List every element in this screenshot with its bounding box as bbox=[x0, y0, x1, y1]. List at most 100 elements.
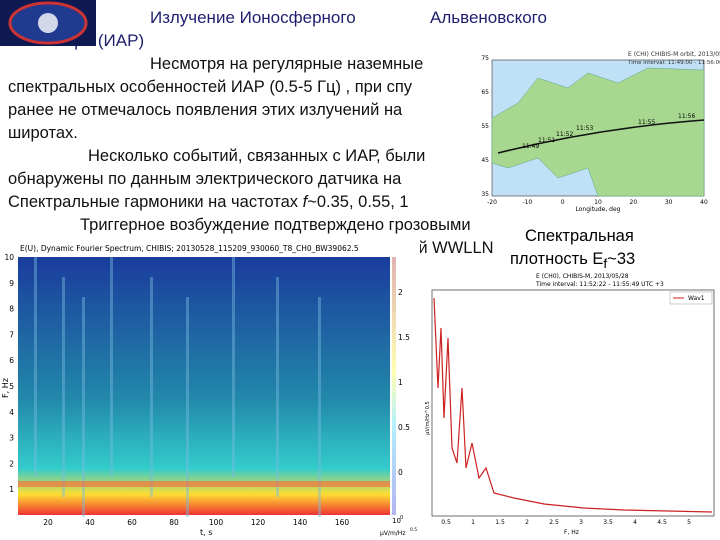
body-line: ний WWLLN bbox=[400, 239, 494, 257]
text: ~33 bbox=[607, 250, 636, 268]
x-tick-label: 5 bbox=[687, 519, 691, 526]
title: Альвеновского bbox=[430, 8, 547, 27]
x-tick-label: 80 bbox=[169, 518, 179, 527]
streak bbox=[232, 257, 235, 477]
y-tick-label: 4 bbox=[9, 408, 14, 417]
colorbar-tick-label: 0.5 bbox=[398, 423, 410, 432]
streak bbox=[62, 277, 65, 497]
x-axis-label: F, Hz bbox=[564, 529, 579, 536]
time-label: 11:51 bbox=[538, 137, 555, 144]
logo bbox=[0, 0, 96, 46]
body-line: Несколько событий, связанных с ИАР, были bbox=[88, 147, 426, 165]
x-tick-label: 20 bbox=[630, 199, 638, 206]
body-line: Спектральные гармоники на частотах f~0.3… bbox=[8, 193, 409, 212]
map-interval: Time interval: 11:49:00 - 11:56:00 UTC +… bbox=[627, 60, 720, 66]
x-tick-label: 1.5 bbox=[495, 519, 505, 526]
band bbox=[18, 481, 390, 487]
map-title: E (CHI) CHIBIS-M orbit, 2013/05/28 bbox=[628, 51, 720, 58]
colorbar-tick-label: 1 bbox=[398, 378, 403, 387]
x-tick-label: 20 bbox=[43, 518, 53, 527]
x-tick-label: 1 bbox=[471, 519, 475, 526]
streak bbox=[34, 257, 37, 477]
time-label: 11:52 bbox=[556, 131, 573, 138]
figure-title: E (CH0), CHIBIS-M, 2013/05/28 bbox=[536, 273, 629, 280]
streak bbox=[150, 277, 153, 497]
body-line: широтах. bbox=[8, 124, 78, 142]
y-tick-label: 35 bbox=[481, 191, 489, 198]
y-tick-label: 7 bbox=[9, 330, 14, 339]
x-tick-label: 100 bbox=[209, 518, 224, 527]
y-tick-label: 3 bbox=[9, 434, 14, 443]
title: Излучение Ионосферного bbox=[150, 8, 356, 27]
colorbar-unit: 10 bbox=[392, 517, 401, 525]
streak bbox=[186, 297, 189, 517]
body-line: Триггерное возбуждение подтверждено гроз… bbox=[80, 216, 471, 234]
colorbar-unit: 0 bbox=[400, 515, 403, 521]
x-tick-label: 0 bbox=[561, 199, 565, 206]
y-tick-label: 6 bbox=[9, 356, 14, 365]
streak bbox=[110, 257, 113, 477]
x-tick-label: 40 bbox=[700, 199, 708, 206]
x-tick-label: -10 bbox=[522, 199, 532, 206]
x-tick-label: 3.5 bbox=[603, 519, 613, 526]
body-line: спектральных особенностей ИАР (0.5-5 Гц)… bbox=[8, 78, 413, 96]
y-axis-label: μV/m/Hz^0.5 bbox=[425, 401, 431, 434]
x-tick-label: 30 bbox=[665, 199, 673, 206]
x-tick-label: 40 bbox=[85, 518, 95, 527]
y-tick-label: 5 bbox=[9, 382, 14, 391]
body-line: ранее не отмечалось появления этих излуч… bbox=[8, 101, 403, 119]
colorbar-tick-label: 1.5 bbox=[398, 333, 410, 342]
y-tick-label: 55 bbox=[481, 123, 489, 130]
y-axis-label: F, Hz bbox=[1, 378, 10, 398]
y-tick-label: 8 bbox=[9, 305, 14, 314]
colorbar-unit: μV/m/Hz bbox=[380, 530, 405, 537]
spectrogram-figure: E(U), Dynamic Fourier Spectrum, CHIBIS; … bbox=[0, 243, 420, 540]
y-tick-label: 75 bbox=[481, 55, 489, 62]
x-tick-label: 4.5 bbox=[657, 519, 667, 526]
x-tick-label: 4 bbox=[633, 519, 637, 526]
x-axis-label: t, s bbox=[200, 528, 212, 537]
y-tick-label: 65 bbox=[481, 89, 489, 96]
text: f bbox=[302, 193, 308, 211]
label: Спектральная bbox=[525, 227, 634, 245]
y-tick-label: 9 bbox=[9, 279, 14, 288]
x-axis-label: Longitude, deg bbox=[576, 206, 621, 213]
y-tick-label: 1 bbox=[9, 485, 14, 494]
colorbar-tick-label: 2 bbox=[398, 288, 403, 297]
x-tick-label: 2 bbox=[525, 519, 529, 526]
streak bbox=[276, 277, 279, 497]
time-label: 11:53 bbox=[576, 125, 593, 132]
x-tick-label: 60 bbox=[127, 518, 137, 527]
figure-interval: Time interval: 11:52:22 - 11:55:49 UTC +… bbox=[535, 281, 664, 288]
text: ~0.35, 0.55, 1 bbox=[307, 193, 409, 211]
x-tick-label: 3 bbox=[579, 519, 583, 526]
x-tick-label: 0.5 bbox=[441, 519, 451, 526]
map-figure: E (CHI) CHIBIS-M orbit, 2013/05/28 Time i… bbox=[478, 48, 720, 214]
time-label: 11:55 bbox=[638, 119, 655, 126]
colorbar-tick-label: 0 bbox=[398, 468, 403, 477]
x-tick-label: 140 bbox=[293, 518, 308, 527]
text: Спектральные гармоники на частотах bbox=[8, 193, 303, 211]
x-tick-label: 10 bbox=[594, 199, 602, 206]
text: плотность E bbox=[510, 250, 604, 268]
x-tick-label: -20 bbox=[487, 199, 497, 206]
time-label: 11:56 bbox=[678, 113, 695, 120]
body-line: обнаружены по данным электрического датч… bbox=[8, 170, 402, 188]
y-tick-label: 10 bbox=[4, 253, 14, 262]
x-tick-label: 160 bbox=[335, 518, 350, 527]
body-line: Несмотря на регулярные наземные bbox=[150, 55, 424, 73]
spectrum-line bbox=[433, 297, 713, 513]
y-tick-label: 2 bbox=[9, 459, 14, 468]
label: плотность Ef~33 bbox=[510, 250, 635, 271]
text: f bbox=[603, 256, 608, 272]
legend-label: Wav1 bbox=[688, 295, 705, 302]
streak bbox=[82, 297, 85, 517]
x-tick-label: 2.5 bbox=[549, 519, 559, 526]
x-tick-label: 120 bbox=[251, 518, 266, 527]
streak bbox=[318, 297, 321, 517]
time-label: 11:49 bbox=[522, 143, 539, 150]
y-tick-label: 45 bbox=[481, 157, 489, 164]
figure-title: E(U), Dynamic Fourier Spectrum, CHIBIS; … bbox=[20, 244, 359, 253]
